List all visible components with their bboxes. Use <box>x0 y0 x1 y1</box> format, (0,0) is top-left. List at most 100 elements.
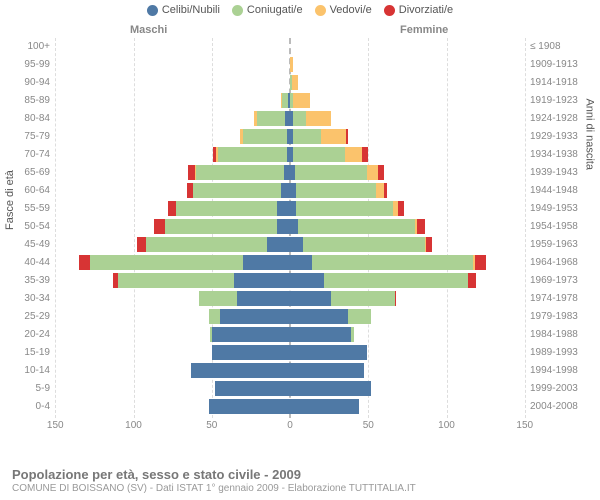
bar-female <box>290 399 359 414</box>
bar-segment <box>118 273 234 288</box>
bar-male <box>199 291 290 306</box>
age-label: 15-19 <box>10 344 50 361</box>
bar-segment <box>293 111 306 126</box>
age-label: 35-39 <box>10 272 50 289</box>
legend-swatch <box>147 5 158 16</box>
bar-segment <box>295 165 367 180</box>
bar-segment <box>90 255 243 270</box>
age-label: 60-64 <box>10 182 50 199</box>
bar-segment <box>468 273 476 288</box>
bar-male <box>137 237 290 252</box>
x-tick-label: 150 <box>516 420 533 431</box>
bar-segment <box>209 399 290 414</box>
birth-year-label: 1924-1928 <box>530 110 595 127</box>
header-males: Maschi <box>130 24 167 36</box>
age-label: 80-84 <box>10 110 50 127</box>
population-pyramid-chart: Celibi/NubiliConiugati/eVedovi/eDivorzia… <box>0 0 600 500</box>
bar-segment <box>426 237 432 252</box>
age-row: 85-891919-1923 <box>55 92 525 109</box>
bar-female <box>290 363 364 378</box>
bar-female <box>290 237 432 252</box>
age-label: 75-79 <box>10 128 50 145</box>
birth-year-label: 1989-1993 <box>530 344 595 361</box>
bar-segment <box>290 219 298 234</box>
bar-female <box>290 165 384 180</box>
bar-segment <box>243 255 290 270</box>
bar-segment <box>290 363 364 378</box>
age-row: 40-441964-1968 <box>55 254 525 271</box>
bar-male <box>213 147 290 162</box>
bar-segment <box>290 345 367 360</box>
birth-year-label: 1934-1938 <box>530 146 595 163</box>
bar-segment <box>196 165 284 180</box>
bar-segment <box>290 237 303 252</box>
bar-male <box>209 399 290 414</box>
bar-segment <box>209 309 220 324</box>
age-row: 30-341974-1978 <box>55 290 525 307</box>
age-label: 95-99 <box>10 56 50 73</box>
bar-male <box>187 183 290 198</box>
age-label: 55-59 <box>10 200 50 217</box>
bar-female <box>290 129 348 144</box>
bar-segment <box>257 111 285 126</box>
bar-female <box>290 345 367 360</box>
birth-year-label: 1949-1953 <box>530 200 595 217</box>
bar-segment <box>168 201 176 216</box>
bar-segment <box>292 75 298 90</box>
chart-footer: Popolazione per età, sesso e stato civil… <box>12 467 588 494</box>
birth-year-label: ≤ 1908 <box>530 38 595 55</box>
bar-segment <box>290 273 324 288</box>
bar-segment <box>215 381 290 396</box>
birth-year-label: 1909-1913 <box>530 56 595 73</box>
bar-segment <box>281 183 290 198</box>
bar-segment <box>362 147 368 162</box>
birth-year-label: 1999-2003 <box>530 380 595 397</box>
bar-segment <box>220 309 290 324</box>
bar-segment <box>367 165 378 180</box>
age-row: 5-91999-2003 <box>55 380 525 397</box>
birth-year-label: 1979-1983 <box>530 308 595 325</box>
bar-female <box>290 75 298 90</box>
footer-title: Popolazione per età, sesso e stato civil… <box>12 467 588 482</box>
bar-female <box>290 201 404 216</box>
age-row: 0-42004-2008 <box>55 398 525 415</box>
bar-female <box>290 93 310 108</box>
bar-female <box>290 147 368 162</box>
age-row: 45-491959-1963 <box>55 236 525 253</box>
bar-segment <box>176 201 278 216</box>
bar-segment <box>345 147 362 162</box>
x-tick-label: 100 <box>125 420 142 431</box>
bar-male <box>154 219 290 234</box>
bar-segment <box>79 255 90 270</box>
birth-year-label: 1929-1933 <box>530 128 595 145</box>
age-label: 65-69 <box>10 164 50 181</box>
bar-male <box>209 309 290 324</box>
birth-year-label: 1959-1963 <box>530 236 595 253</box>
legend-label: Divorziati/e <box>399 4 453 16</box>
bar-segment <box>146 237 267 252</box>
birth-year-label: 2004-2008 <box>530 398 595 415</box>
bar-male <box>79 255 290 270</box>
legend-item: Coniugati/e <box>232 4 303 16</box>
x-tick-label: 150 <box>47 420 64 431</box>
footer-subtitle: COMUNE DI BOISSANO (SV) - Dati ISTAT 1° … <box>12 483 588 494</box>
age-row: 50-541954-1958 <box>55 218 525 235</box>
bar-segment <box>293 93 310 108</box>
bar-segment <box>212 345 290 360</box>
bar-segment <box>165 219 278 234</box>
birth-year-label: 1994-1998 <box>530 362 595 379</box>
age-row: 20-241984-1988 <box>55 326 525 343</box>
age-label: 100+ <box>10 38 50 55</box>
bar-segment <box>290 381 371 396</box>
bar-male <box>254 111 290 126</box>
bar-segment <box>237 291 290 306</box>
bar-segment <box>384 183 387 198</box>
bar-male <box>240 129 290 144</box>
bar-segment <box>306 111 331 126</box>
age-label: 45-49 <box>10 236 50 253</box>
bar-segment <box>277 219 290 234</box>
bar-female <box>290 255 486 270</box>
age-row: 100+≤ 1908 <box>55 38 525 55</box>
age-label: 20-24 <box>10 326 50 343</box>
legend-swatch <box>315 5 326 16</box>
